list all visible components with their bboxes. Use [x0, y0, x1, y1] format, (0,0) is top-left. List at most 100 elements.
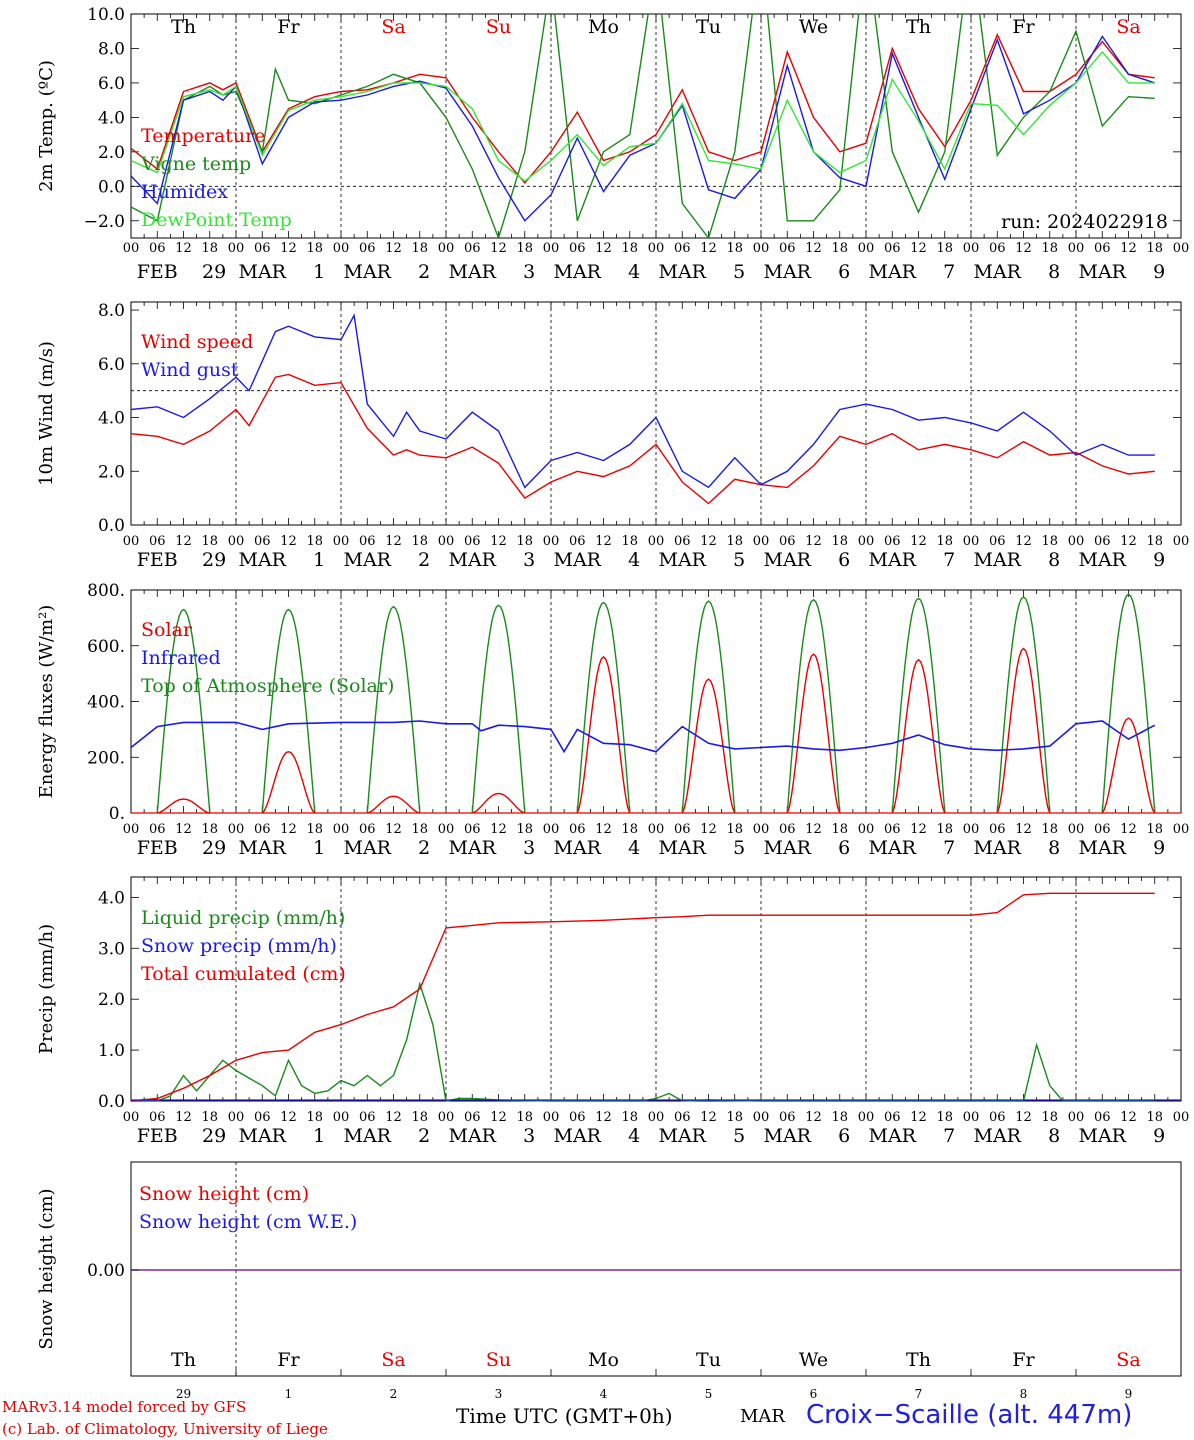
hour-tick-label: 06 — [149, 241, 166, 256]
hour-tick-label: 12 — [490, 1110, 507, 1125]
hour-tick-label: 00 — [333, 241, 350, 256]
weekday-label: Sa — [1116, 1349, 1140, 1371]
hour-tick-label: 00 — [123, 822, 140, 837]
series-line-dewpoint-temp — [131, 50, 1155, 182]
hour-tick-label: 18 — [726, 822, 743, 837]
date-day-label: 7 — [943, 261, 955, 283]
date-month-label: MAR — [449, 261, 497, 283]
date-day-label: 7 — [943, 1125, 955, 1147]
hour-tick-label: 12 — [1015, 534, 1032, 549]
weekday-label: Th — [171, 1349, 196, 1371]
date-day-label: 9 — [1153, 261, 1165, 283]
legend-snow-height-cm-w-e-: Snow height (cm W.E.) — [139, 1211, 357, 1233]
y-tick-label: 3.0 — [98, 939, 125, 959]
date-day-label: 8 — [1048, 1125, 1060, 1147]
hour-tick-label: 18 — [621, 1110, 638, 1125]
y-axis-label: 2m Temp. (ºC) — [36, 60, 57, 192]
weekday-label: We — [799, 1349, 828, 1371]
hour-tick-label: 12 — [280, 241, 297, 256]
weekday-label: Sa — [381, 1349, 405, 1371]
date-day-label: 6 — [838, 837, 850, 859]
date-month-label: MAR — [1079, 837, 1127, 859]
hour-tick-label: 12 — [385, 1110, 402, 1125]
hour-tick-label: 00 — [1173, 534, 1190, 549]
hour-tick-label: 06 — [464, 241, 481, 256]
hour-tick-label: 00 — [753, 822, 770, 837]
hour-tick-label: 18 — [1146, 1110, 1163, 1125]
y-tick-label: 0.0 — [98, 1092, 125, 1112]
hour-tick-label: 12 — [805, 534, 822, 549]
hour-tick-label: 18 — [1041, 534, 1058, 549]
date-month-label: MAR — [239, 1125, 287, 1147]
solar-day-curve — [681, 678, 736, 814]
solar-day-curve — [1101, 717, 1156, 814]
toa-solar-day-curve — [786, 598, 841, 814]
date-month-label: MAR — [554, 549, 602, 571]
weekday-label: Fr — [1012, 16, 1035, 38]
hour-tick-label: 00 — [648, 241, 665, 256]
hour-tick-label: 12 — [805, 1110, 822, 1125]
hour-tick-label: 18 — [621, 534, 638, 549]
hour-tick-label: 00 — [1068, 534, 1085, 549]
series-line-vigne-temp — [131, 14, 1155, 238]
hour-tick-label: 00 — [123, 534, 140, 549]
toa-solar-day-curve — [261, 608, 316, 814]
legend-temperature: Temperature — [141, 125, 265, 147]
hour-tick-label: 06 — [779, 241, 796, 256]
date-month-label: MAR — [239, 549, 287, 571]
toa-solar-day-curve — [996, 596, 1051, 814]
hour-tick-label: 18 — [936, 241, 953, 256]
bottom-date-label: 4 — [600, 1387, 608, 1401]
toa-solar-day-curve — [576, 601, 631, 814]
date-month-label: MAR — [659, 837, 707, 859]
hour-tick-label: 12 — [805, 241, 822, 256]
y-tick-label: 6.0 — [98, 355, 125, 375]
hour-tick-label: 12 — [1015, 241, 1032, 256]
hour-tick-label: 18 — [936, 534, 953, 549]
hour-tick-label: 00 — [648, 822, 665, 837]
hour-tick-label: 06 — [254, 534, 271, 549]
y-tick-label: 4.0 — [98, 108, 125, 128]
date-month-label: MAR — [239, 837, 287, 859]
hour-tick-label: 06 — [989, 534, 1006, 549]
hour-tick-label: 00 — [1068, 822, 1085, 837]
date-month-label: MAR — [1079, 1125, 1127, 1147]
date-day-label: 1 — [313, 1125, 325, 1147]
hour-tick-label: 00 — [228, 822, 245, 837]
legend-vigne-temp: Vigne temp — [140, 153, 251, 175]
date-day-label: 9 — [1153, 549, 1165, 571]
legend-wind-gust: Wind gust — [141, 359, 239, 381]
hour-tick-label: 12 — [175, 1110, 192, 1125]
hour-tick-label: 06 — [569, 241, 586, 256]
hour-tick-label: 00 — [438, 1110, 455, 1125]
hour-tick-label: 18 — [1146, 822, 1163, 837]
date-day-label: 4 — [628, 837, 640, 859]
bottom-date-label: 7 — [915, 1387, 923, 1401]
hour-tick-label: 18 — [1041, 1110, 1058, 1125]
hour-tick-label: 06 — [779, 534, 796, 549]
hour-tick-label: 06 — [569, 534, 586, 549]
hour-tick-label: 18 — [831, 1110, 848, 1125]
hour-tick-label: 18 — [726, 1110, 743, 1125]
hour-tick-label: 12 — [595, 1110, 612, 1125]
date-day-label: 9 — [1153, 837, 1165, 859]
run-label: run: 2024022918 — [1001, 211, 1168, 233]
hour-tick-label: 00 — [858, 534, 875, 549]
hour-tick-label: 12 — [1120, 1110, 1137, 1125]
model-credit: MARv3.14 model forced by GFS — [2, 1398, 247, 1416]
date-day-label: 3 — [523, 1125, 535, 1147]
weekday-label: Sa — [1116, 16, 1140, 38]
y-tick-label: 400. — [87, 693, 125, 713]
hour-tick-label: 06 — [149, 1110, 166, 1125]
date-day-label: 29 — [202, 261, 226, 283]
hour-tick-label: 00 — [648, 1110, 665, 1125]
hour-tick-label: 06 — [359, 241, 376, 256]
y-tick-label: 2.0 — [98, 462, 125, 482]
solar-day-curve — [786, 653, 841, 814]
weekday-label: Tu — [696, 16, 721, 38]
weekday-label: Su — [486, 1349, 511, 1371]
hour-tick-label: 06 — [1094, 1110, 1111, 1125]
hour-tick-label: 18 — [201, 1110, 218, 1125]
date-day-label: 4 — [628, 261, 640, 283]
hour-tick-label: 12 — [280, 822, 297, 837]
